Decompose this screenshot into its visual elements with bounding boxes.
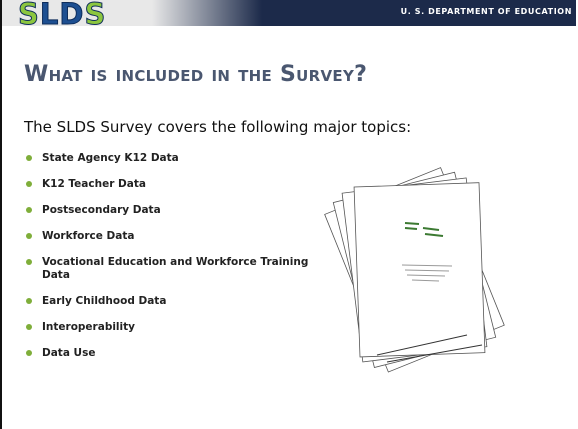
logo-letter: D (59, 0, 85, 32)
logo-letter: L (39, 0, 60, 32)
header-bar: SLDS U. S. DEPARTMENT OF EDUCATION (2, 0, 576, 32)
papers-illustration (324, 167, 505, 373)
slide-title: What is included in the Survey? (24, 62, 368, 87)
bullet-item: Early Childhood Data (26, 295, 316, 308)
bullet-item: Vocational Education and Workforce Train… (26, 256, 316, 282)
bullet-item: Data Use (26, 347, 316, 360)
paper-text (404, 222, 444, 237)
bullet-item: Postsecondary Data (26, 204, 316, 217)
intro-text: The SLDS Survey covers the following maj… (24, 118, 412, 136)
logo-letter: S (84, 0, 107, 32)
bullet-item: K12 Teacher Data (26, 178, 316, 191)
bullet-item: Workforce Data (26, 230, 316, 243)
paper-text (376, 264, 483, 363)
bullet-list: State Agency K12 Data K12 Teacher Data Pos… (26, 152, 316, 373)
department: U. S. DEPARTMENT OF EDUCATION (400, 7, 572, 16)
paper (353, 182, 486, 358)
logo-letter: S (18, 0, 40, 32)
logo: SLDS (18, 0, 107, 32)
bullet-item: State Agency K12 Data (26, 152, 316, 165)
bullet-item: Interoperability (26, 321, 316, 334)
